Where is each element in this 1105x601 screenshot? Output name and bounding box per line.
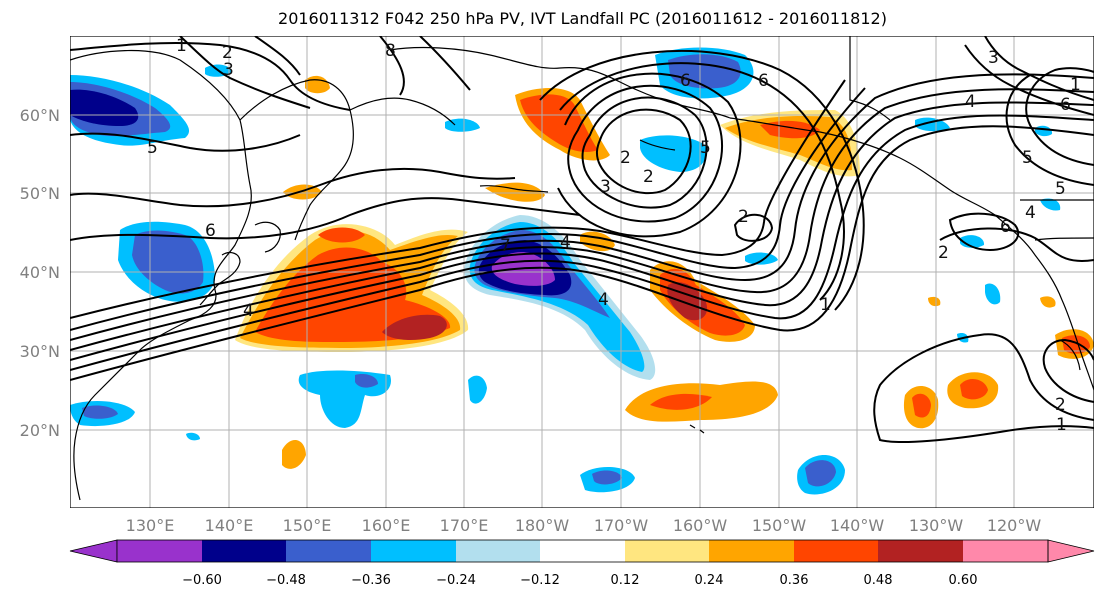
contour-labels: 1 2 3 4 5 6 8 1 2 3 4 5 6 7 4 6 2 2 1 2 … bbox=[147, 36, 1081, 435]
contour-label: 3 bbox=[600, 177, 611, 197]
colorbar-bin bbox=[456, 540, 540, 562]
lon-label: 160°W bbox=[673, 516, 728, 535]
latitude-labels: 60°N 50°N 40°N 30°N 20°N bbox=[20, 106, 60, 440]
colorbar-bin bbox=[794, 540, 878, 562]
colorbar-tick-label: 0.24 bbox=[695, 573, 724, 588]
contour-label: 5 bbox=[1055, 179, 1066, 199]
lon-label: 140°E bbox=[205, 516, 254, 535]
colorbar-bin bbox=[540, 540, 625, 562]
colorbar-bin bbox=[286, 540, 371, 562]
contour-label: 3 bbox=[988, 48, 999, 68]
colorbar-extend-low bbox=[69, 539, 118, 563]
colorbar-bin bbox=[202, 540, 286, 562]
contour-label: 2 bbox=[738, 207, 749, 227]
contour-label: 4 bbox=[598, 290, 609, 310]
contour-label: 4 bbox=[560, 233, 571, 253]
lon-label: 130°W bbox=[909, 516, 964, 535]
colorbar-tick-label: 0.36 bbox=[780, 573, 809, 588]
lon-label: 160°E bbox=[362, 516, 411, 535]
contour-label: 6 bbox=[205, 221, 216, 241]
colorbar-tick-label: −0.24 bbox=[436, 573, 476, 588]
colorbar-tick-label: 0.12 bbox=[611, 573, 640, 588]
colorbar-extend-high bbox=[1047, 539, 1095, 563]
contour-label: 2 bbox=[938, 243, 949, 263]
lat-label-20n: 20°N bbox=[20, 421, 60, 440]
pv-contours bbox=[70, 36, 1094, 443]
contour-label: 6 bbox=[680, 71, 691, 91]
contour-label: 5 bbox=[700, 138, 711, 158]
contour-label: 4 bbox=[243, 301, 254, 321]
colorbar-tick-label: −0.36 bbox=[351, 573, 391, 588]
colorbar-tick-label: 0.48 bbox=[864, 573, 893, 588]
contour-label: 6 bbox=[1000, 217, 1011, 237]
colorbar: −0.60 −0.48 −0.36 −0.24 −0.12 0.12 0.24 … bbox=[69, 539, 1095, 588]
map-title: 2016011312 F042 250 hPa PV, IVT Landfall… bbox=[278, 9, 887, 28]
contour-label: 1 bbox=[1070, 75, 1081, 95]
colorbar-tick-label: −0.12 bbox=[520, 573, 560, 588]
contour-label: 6 bbox=[758, 71, 769, 91]
colorbar-tick-label: −0.60 bbox=[182, 573, 222, 588]
contour-label: 7 bbox=[500, 236, 511, 256]
lon-label: 180°W bbox=[515, 516, 570, 535]
contour-label: 2 bbox=[643, 167, 654, 187]
lon-label: 150°E bbox=[283, 516, 332, 535]
longitude-labels: 130°E 140°E 150°E 160°E 170°E 180°W 170°… bbox=[126, 516, 1042, 535]
contour-label: 3 bbox=[223, 60, 234, 80]
lat-label-30n: 30°N bbox=[20, 342, 60, 361]
lat-label-60n: 60°N bbox=[20, 106, 60, 125]
lon-label: 140°W bbox=[830, 516, 885, 535]
contour-label: 1 bbox=[820, 295, 831, 315]
lat-label-40n: 40°N bbox=[20, 263, 60, 282]
contour-label: 1 bbox=[176, 36, 187, 56]
lon-label: 170°E bbox=[440, 516, 489, 535]
colorbar-bin bbox=[878, 540, 963, 562]
contour-label: 4 bbox=[965, 92, 976, 112]
contour-label: 5 bbox=[147, 138, 158, 158]
contour-label: 1 bbox=[1056, 415, 1067, 435]
lon-label: 170°W bbox=[594, 516, 649, 535]
colorbar-bin bbox=[371, 540, 456, 562]
contour-label: 2 bbox=[222, 43, 233, 63]
contour-label: 2 bbox=[620, 148, 631, 168]
contour-label: 6 bbox=[1060, 95, 1071, 115]
colorbar-tick-label: −0.48 bbox=[266, 573, 306, 588]
colorbar-bin bbox=[709, 540, 794, 562]
lon-label: 150°W bbox=[752, 516, 807, 535]
colorbar-bin bbox=[625, 540, 709, 562]
map-panel: 1 2 3 4 5 6 8 1 2 3 4 5 6 7 4 6 2 2 1 2 … bbox=[70, 36, 1094, 508]
contour-label: 2 bbox=[1055, 395, 1066, 415]
lon-label: 120°W bbox=[987, 516, 1042, 535]
lon-label: 130°E bbox=[126, 516, 175, 535]
contour-label: 5 bbox=[1022, 148, 1033, 168]
colorbar-tick-label: 0.60 bbox=[949, 573, 978, 588]
colorbar-bin bbox=[117, 540, 202, 562]
colorbar-bin bbox=[963, 540, 1048, 562]
contour-label: 8 bbox=[385, 41, 396, 61]
lat-label-50n: 50°N bbox=[20, 184, 60, 203]
contour-label: 4 bbox=[1025, 203, 1036, 223]
